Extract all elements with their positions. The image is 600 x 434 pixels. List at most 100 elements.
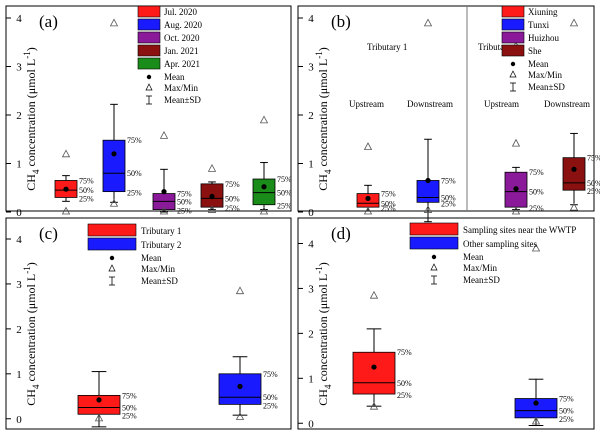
y-axis-label: CH4 concentration (μmol L-1) <box>314 262 333 405</box>
max-marker <box>569 18 579 27</box>
legend-swatch <box>87 223 137 237</box>
panel-label: (c) <box>39 224 58 243</box>
pct-label-25: 25% <box>122 411 137 420</box>
site-label: Downstream <box>544 99 590 109</box>
max-marker <box>235 286 245 295</box>
y-axis-label-part: concentration (μmol L <box>24 59 38 170</box>
max-marker <box>363 142 373 150</box>
y-axis-label-part: -1 <box>314 266 324 274</box>
y-tick-label: 3 <box>16 62 22 74</box>
legend-label: Apr. 2021 <box>164 59 200 69</box>
box-plot: 75% 50%25% <box>218 286 278 420</box>
group-label: Tributary 2 <box>478 42 518 52</box>
pct-label-25: 25% <box>277 202 292 211</box>
y-tick-label: 1 <box>308 373 314 385</box>
y-axis-label-part: concentration (μmol L <box>316 59 330 170</box>
legend-label: Jul. 2020 <box>164 7 198 17</box>
y-axis-label-part: concentration (μmol L <box>24 274 38 385</box>
pct-label-50: 50% <box>263 393 278 402</box>
legend-label: Aug. 2020 <box>164 20 202 30</box>
legend-maxmin-label: Max/Min <box>141 264 176 274</box>
min-marker <box>369 401 379 410</box>
min-marker <box>511 206 521 215</box>
min-marker <box>109 198 119 207</box>
pct-label-75: 75% <box>277 175 292 184</box>
legend-swatch <box>501 44 525 57</box>
min-marker <box>531 416 541 425</box>
mean-point <box>96 397 102 403</box>
legend-swatch <box>409 236 459 250</box>
legend-swatch <box>137 31 161 44</box>
legend-sd-label: Mean±SD <box>528 82 565 92</box>
legend-sd-label: Mean±SD <box>164 95 201 105</box>
pct-label-25: 25% <box>381 204 396 213</box>
legend-maxmin-label: Max/Min <box>164 83 199 93</box>
legend-sd-label: Mean±SD <box>463 275 500 285</box>
legend-label: Oct. 2020 <box>164 33 200 43</box>
y-axis-label-part: CH <box>24 389 38 406</box>
y-tick-label: 3 <box>16 279 22 291</box>
y-axis-label: CH4 concentration (μmol L-1) <box>22 262 41 405</box>
y-axis-label-part: ) <box>24 262 38 266</box>
max-marker <box>61 149 71 158</box>
pct-label-75: 75% <box>529 168 544 177</box>
pct-label-25: 25% <box>263 401 278 410</box>
legend-maxmin-symbol <box>108 264 116 272</box>
y-tick-label: 0 <box>308 418 314 430</box>
box-plot: 75%50%25% <box>514 243 574 427</box>
legend-mean-label: Mean <box>141 253 162 263</box>
y-tick-label: 3 <box>308 283 314 295</box>
y-tick-label: 4 <box>16 234 22 246</box>
max-marker <box>511 138 521 147</box>
panel-label: (d) <box>331 224 351 243</box>
box-iqr <box>562 157 586 191</box>
mean-point <box>111 151 117 157</box>
y-axis-label-part: ) <box>316 262 330 266</box>
pct-label-50: 50% <box>397 379 412 388</box>
y-axis-label-part: CH <box>316 174 330 191</box>
mean-point <box>63 186 69 192</box>
min-marker <box>61 206 71 215</box>
y-tick-label: 1 <box>16 159 22 171</box>
legend-mean-label: Mean <box>463 252 484 262</box>
min-marker <box>423 205 433 213</box>
y-axis-label-part: 4 <box>31 384 41 389</box>
pct-label-75: 75% <box>587 154 600 163</box>
y-axis-label-part: CH <box>316 389 330 406</box>
legend: Sampling sites near the WWTP Other sampli… <box>409 222 576 285</box>
legend-maxmin-symbol <box>430 263 438 271</box>
box-iqr <box>416 180 440 203</box>
pct-label-75: 75% <box>441 176 456 185</box>
pct-label-25: 25% <box>587 187 600 196</box>
pct-label-75: 75% <box>381 190 396 199</box>
pct-label-75: 75% <box>397 348 412 357</box>
min-marker <box>259 206 269 215</box>
pct-label-50: 50% <box>559 407 574 416</box>
pct-label-25: 25% <box>397 391 412 400</box>
legend-label: Xiuning <box>528 7 558 17</box>
legend-swatch <box>137 5 161 18</box>
legend-maxmin-symbol <box>509 70 517 78</box>
y-tick-label: 2 <box>16 324 22 336</box>
site-label: Upstream <box>484 99 519 109</box>
box-plot: 75% 50% 25% <box>352 290 412 410</box>
max-marker <box>109 18 119 27</box>
min-marker <box>235 412 245 420</box>
pct-label-50: 50% <box>79 186 94 195</box>
panel-frame <box>5 217 292 430</box>
y-axis-label-part: 4 <box>323 169 333 174</box>
y-tick-label: 4 <box>16 13 22 25</box>
pct-label-25: 25% <box>127 189 142 198</box>
mean-point <box>371 364 377 370</box>
box-plot: 75%50%25% <box>356 142 396 215</box>
pct-label-25: 25% <box>441 199 456 208</box>
y-axis-label-part: 4 <box>31 169 41 174</box>
pct-label-75: 75% <box>263 370 278 379</box>
mean-point <box>513 186 519 192</box>
pct-label-75: 75% <box>127 136 142 145</box>
y-tick-label: 4 <box>308 238 314 250</box>
